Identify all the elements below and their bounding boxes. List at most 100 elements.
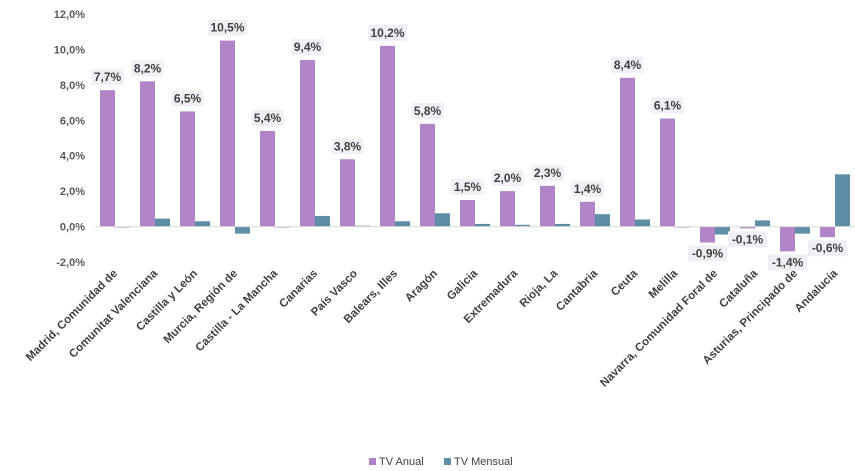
bar-tv-mensual [635, 219, 650, 227]
data-label-background [688, 245, 727, 262]
data-label: 10,2% [370, 26, 404, 40]
y-tick-label: -2,0% [56, 257, 85, 269]
x-category-label: Castilla - La Mancha [193, 267, 280, 354]
data-label: 7,7% [94, 70, 122, 84]
data-label: -1,4% [772, 255, 804, 269]
bar-tv-mensual [395, 221, 410, 227]
data-label-background [728, 231, 767, 248]
bar-tv-mensual [235, 226, 250, 234]
data-label: 6,1% [654, 99, 682, 113]
bar-tv-mensual [715, 226, 730, 235]
bar-tv-mensual [755, 220, 770, 227]
x-category-label: Melilla [647, 267, 681, 301]
data-label-background [808, 240, 847, 257]
data-label: 3,8% [334, 139, 362, 153]
bar-tv-anual [460, 200, 475, 227]
bar-tv-anual [300, 60, 315, 227]
data-label: 8,2% [134, 61, 162, 75]
bar-tv-anual [260, 130, 275, 227]
bar-tv-mensual [835, 174, 850, 227]
bar-tv-mensual [155, 218, 170, 227]
bar-tv-anual [180, 111, 195, 227]
bar-tv-anual [620, 77, 635, 227]
data-label: 9,4% [294, 40, 322, 54]
x-category-label: Murcia, Región de [162, 268, 241, 347]
data-label: 2,0% [494, 171, 522, 185]
data-label-background [368, 24, 407, 41]
data-label: 1,4% [574, 182, 602, 196]
x-category-label: Canarias [277, 268, 320, 311]
bar-tv-anual [140, 81, 155, 227]
x-category-label: Aragón [403, 268, 440, 305]
bar-tv-mensual [475, 223, 490, 227]
y-tick-label: 4,0% [60, 151, 85, 163]
data-label-background [611, 56, 644, 73]
bar-tv-mensual [595, 214, 610, 227]
bar-tv-mensual [315, 215, 330, 227]
legend-swatch-tv-mensual [444, 458, 451, 465]
data-label: 6,5% [174, 91, 202, 105]
bar-tv-anual [820, 226, 835, 238]
data-label-background [291, 39, 324, 56]
data-label-background [131, 60, 164, 77]
y-tick-label: 12,0% [54, 9, 85, 21]
data-label: 10,5% [210, 21, 244, 35]
data-label-background [451, 179, 484, 195]
bar-tv-anual [700, 226, 715, 243]
y-tick-label: 2,0% [60, 186, 85, 198]
bar-tv-anual [540, 185, 555, 227]
data-label: -0,6% [812, 241, 844, 255]
bar-tv-anual [220, 40, 235, 227]
data-label-background [491, 170, 524, 187]
data-label: 8,4% [614, 58, 642, 72]
legend-label-tv-mensual: TV Mensual [454, 456, 513, 468]
y-tick-label: 8,0% [60, 80, 85, 92]
data-label: -0,1% [732, 232, 764, 246]
data-label-background [208, 19, 247, 36]
y-tick-label: 0,0% [60, 222, 85, 234]
data-label-background [171, 90, 204, 107]
bar-tv-mensual [515, 224, 530, 227]
data-label: 5,8% [414, 104, 442, 118]
data-label: 1,5% [454, 180, 482, 194]
bar-tv-anual [340, 159, 355, 227]
bar-tv-mensual [795, 226, 810, 234]
data-label: 5,4% [254, 111, 282, 125]
bar-tv-anual [780, 226, 795, 252]
bar-tv-anual [660, 118, 675, 227]
x-category-label: Ceuta [609, 267, 641, 299]
bar-tv-anual [380, 45, 395, 227]
legend-label-tv-anual: TV Anual [379, 456, 424, 468]
bar-tv-anual [100, 90, 115, 227]
data-label-background [251, 109, 284, 126]
data-label-background [531, 164, 564, 181]
data-label-background [768, 254, 807, 271]
y-tick-label: 6,0% [60, 115, 85, 127]
y-tick-label: 10,0% [54, 44, 85, 56]
x-category-label: Galicia [445, 267, 481, 303]
bar-tv-mensual [435, 213, 450, 227]
bar-tv-anual [420, 123, 435, 227]
data-labels: 7,7% 8,2% 6,5% 10,5% 5,4% 9,4% 3,8% 10,2% 5,8% 1,… [91, 19, 847, 271]
bar-tv-anual [580, 201, 595, 227]
legend-swatch-tv-anual [369, 458, 376, 465]
data-label-background [91, 69, 124, 86]
x-category-label: Cantabria [554, 267, 600, 313]
data-label: 2,3% [534, 166, 562, 180]
data-label-background [651, 97, 684, 114]
bar-tv-mensual [555, 223, 570, 227]
data-label-background [411, 102, 444, 119]
x-category-label: Rioja, La [518, 267, 561, 310]
bar-tv-mensual [195, 221, 210, 227]
bar-tv-anual [500, 191, 515, 227]
x-category-label: Andalucía [793, 267, 841, 315]
data-label-background [571, 180, 604, 197]
data-label-background [331, 138, 364, 155]
legend: TV Anual TV Mensual [369, 456, 513, 468]
data-label: -0,9% [692, 247, 724, 261]
bars [100, 40, 850, 252]
y-axis: -2,0% 0,0% 2,0% 4,0% 6,0% 8,0% 10,0% 12,0% [54, 9, 85, 269]
bar-tv-anual [740, 226, 755, 229]
